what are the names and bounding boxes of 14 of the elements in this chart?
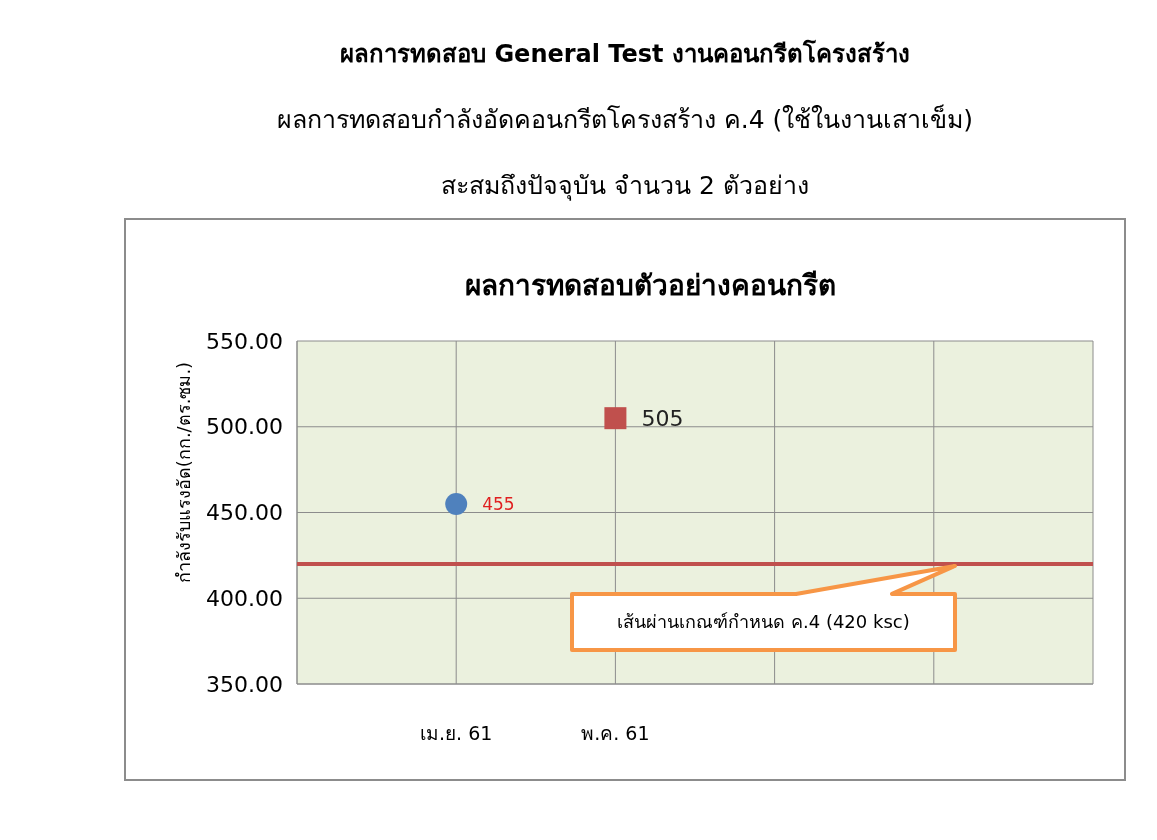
y-tick-label: 450.00 [206,500,283,526]
y-tick-label: 500.00 [206,414,283,440]
x-tick-label: พ.ค. 61 [581,722,650,744]
data-label: 505 [641,405,684,431]
data-label: 455 [482,493,515,514]
x-tick-label: เม.ย. 61 [420,722,493,744]
chart-title: ผลการทดสอบ General Test งานคอนกรีตโครงสร้าง [340,39,910,68]
y-tick-label: 400.00 [206,585,283,611]
y-tick-label: 550.00 [206,328,283,354]
ref-line-label: เส้นผ่านเกณฑ์กำหนด ค.4 (420 ksc) [617,611,910,633]
y-tick-label: 350.00 [206,671,283,697]
y-axis-title: กำลังรับแรงอัด(กก./ตร.ซม.) [173,361,194,584]
text: ผลการทดสอบตัวอย่างคอนกรีต [464,269,836,302]
text: ผลการทดสอบกำลังอัดคอนกรีตโครงสร้าง ค.4 (ใช้ในงานเสาเข็ม) สะสมถึงปัจจุบัน จำนวน 2 ตัวอย่าง [276,105,974,200]
